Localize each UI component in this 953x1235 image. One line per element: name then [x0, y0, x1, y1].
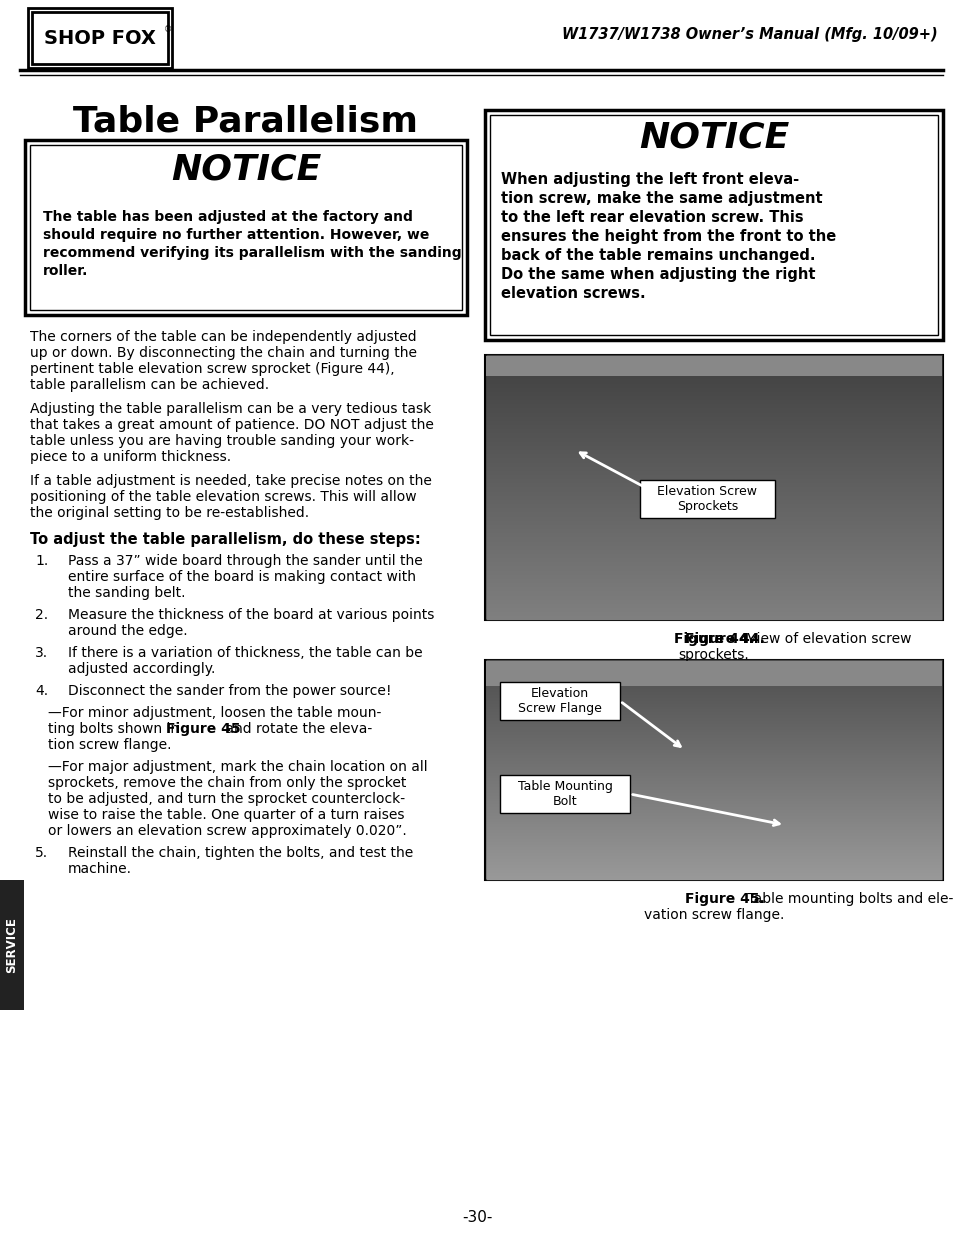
Text: Reinstall the chain, tighten the bolts, and test the: Reinstall the chain, tighten the bolts, … — [68, 846, 413, 860]
Text: Disconnect the sander from the power source!: Disconnect the sander from the power sou… — [68, 684, 391, 698]
Bar — [0, 881, 24, 1010]
Text: and rotate the eleva-: and rotate the eleva- — [221, 722, 372, 736]
Text: tion screw flange.: tion screw flange. — [48, 739, 172, 752]
Text: ®: ® — [164, 26, 172, 35]
Text: roller.: roller. — [43, 264, 89, 278]
Text: to the left rear elevation screw. This: to the left rear elevation screw. This — [500, 210, 802, 225]
Text: back of the table remains unchanged.: back of the table remains unchanged. — [500, 248, 815, 263]
Text: recommend verifying its parallelism with the sanding: recommend verifying its parallelism with… — [43, 246, 461, 261]
Text: Figure 45.: Figure 45. — [684, 892, 764, 906]
Text: Figure 45: Figure 45 — [166, 722, 240, 736]
Bar — [490, 115, 937, 335]
Text: Table Parallelism: Table Parallelism — [73, 105, 418, 140]
Text: -30-: -30- — [461, 1210, 492, 1225]
Text: Table Mounting
Bolt: Table Mounting Bolt — [517, 781, 612, 808]
Bar — [499, 776, 629, 813]
Text: the sanding belt.: the sanding belt. — [68, 585, 185, 600]
Text: When adjusting the left front eleva-: When adjusting the left front eleva- — [500, 172, 799, 186]
Bar — [25, 140, 467, 315]
Text: pertinent table elevation screw sprocket (Figure 44),: pertinent table elevation screw sprocket… — [30, 362, 395, 375]
Text: Elevation Screw
Sprockets: Elevation Screw Sprockets — [657, 485, 757, 513]
Text: around the edge.: around the edge. — [68, 624, 188, 638]
Text: entire surface of the board is making contact with: entire surface of the board is making co… — [68, 571, 416, 584]
Text: —For minor adjustment, loosen the table moun-: —For minor adjustment, loosen the table … — [48, 706, 381, 720]
Text: should require no further attention. However, we: should require no further attention. How… — [43, 228, 429, 242]
Text: 1.: 1. — [35, 555, 49, 568]
Text: If a table adjustment is needed, take precise notes on the: If a table adjustment is needed, take pr… — [30, 474, 432, 488]
Text: or lowers an elevation screw approximately 0.020”.: or lowers an elevation screw approximate… — [48, 824, 406, 839]
Text: sprockets, remove the chain from only the sprocket: sprockets, remove the chain from only th… — [48, 776, 406, 790]
Text: NOTICE: NOTICE — [639, 120, 788, 154]
Text: The corners of the table can be independently adjusted: The corners of the table can be independ… — [30, 330, 416, 345]
Text: that takes a great amount of patience. DO NOT adjust the: that takes a great amount of patience. D… — [30, 417, 434, 432]
Text: 5.: 5. — [35, 846, 48, 860]
Text: piece to a uniform thickness.: piece to a uniform thickness. — [30, 450, 231, 464]
Text: up or down. By disconnecting the chain and turning the: up or down. By disconnecting the chain a… — [30, 346, 416, 359]
Bar — [485, 661, 941, 685]
Text: W1737/W1738 Owner’s Manual (Mfg. 10/09+): W1737/W1738 Owner’s Manual (Mfg. 10/09+) — [561, 27, 937, 42]
Text: 4.: 4. — [35, 684, 48, 698]
Bar — [484, 659, 942, 881]
Text: Measure the thickness of the board at various points: Measure the thickness of the board at va… — [68, 608, 434, 622]
Text: Figure 44.: Figure 44. — [674, 632, 753, 646]
Text: to be adjusted, and turn the sprocket counterclock-: to be adjusted, and turn the sprocket co… — [48, 792, 405, 806]
Text: NOTICE: NOTICE — [171, 152, 321, 186]
Text: Do the same when adjusting the right: Do the same when adjusting the right — [500, 267, 815, 282]
Text: ensures the height from the front to the: ensures the height from the front to the — [500, 228, 836, 245]
Text: Elevation
Screw Flange: Elevation Screw Flange — [517, 687, 601, 715]
Text: table parallelism can be achieved.: table parallelism can be achieved. — [30, 378, 269, 391]
Text: Adjusting the table parallelism can be a very tedious task: Adjusting the table parallelism can be a… — [30, 403, 431, 416]
Bar — [32, 12, 168, 64]
Text: tion screw, make the same adjustment: tion screw, make the same adjustment — [500, 191, 821, 206]
Bar — [484, 110, 942, 340]
Text: wise to raise the table. One quarter of a turn raises: wise to raise the table. One quarter of … — [48, 808, 404, 823]
Text: sprockets.: sprockets. — [678, 648, 749, 662]
Text: vation screw flange.: vation screw flange. — [643, 908, 783, 923]
Bar — [485, 356, 941, 375]
Text: ting bolts shown in: ting bolts shown in — [48, 722, 183, 736]
Text: machine.: machine. — [68, 862, 132, 876]
Text: table unless you are having trouble sanding your work-: table unless you are having trouble sand… — [30, 433, 414, 448]
Text: positioning of the table elevation screws. This will allow: positioning of the table elevation screw… — [30, 490, 416, 504]
Text: The table has been adjusted at the factory and: The table has been adjusted at the facto… — [43, 210, 413, 224]
Text: SERVICE: SERVICE — [6, 918, 18, 973]
Text: Figure 44.: Figure 44. — [684, 632, 764, 646]
Bar — [484, 354, 942, 620]
Text: adjusted accordingly.: adjusted accordingly. — [68, 662, 215, 676]
Text: SHOP FOX: SHOP FOX — [44, 28, 155, 47]
Text: Table mounting bolts and ele-: Table mounting bolts and ele- — [742, 892, 952, 906]
Bar — [639, 480, 774, 517]
Text: 3.: 3. — [35, 646, 48, 659]
Text: 2.: 2. — [35, 608, 48, 622]
Text: elevation screws.: elevation screws. — [500, 287, 645, 301]
Text: —For major adjustment, mark the chain location on all: —For major adjustment, mark the chain lo… — [48, 760, 427, 774]
Bar — [28, 7, 172, 68]
Text: If there is a variation of thickness, the table can be: If there is a variation of thickness, th… — [68, 646, 422, 659]
Bar — [499, 682, 619, 720]
Bar — [30, 144, 461, 310]
Text: Pass a 37” wide board through the sander until the: Pass a 37” wide board through the sander… — [68, 555, 422, 568]
Text: View of elevation screw: View of elevation screw — [742, 632, 910, 646]
Text: the original setting to be re-established.: the original setting to be re-establishe… — [30, 506, 309, 520]
Text: To adjust the table parallelism, do these steps:: To adjust the table parallelism, do thes… — [30, 532, 420, 547]
